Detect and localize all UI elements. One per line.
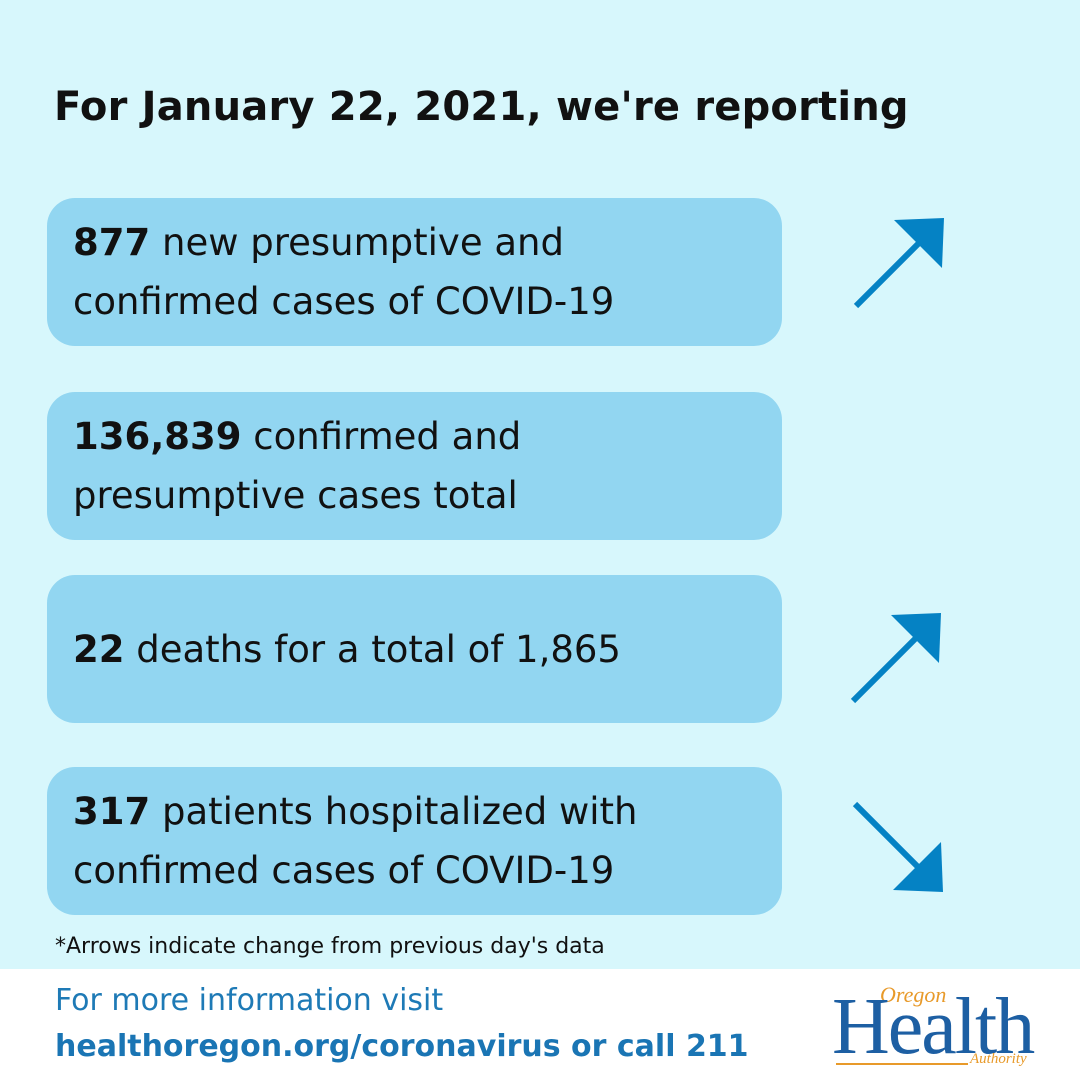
- footnote: *Arrows indicate change from previous da…: [55, 934, 605, 959]
- footer-link-text[interactable]: healthoregon.org/coronavirus or call 211: [55, 1029, 749, 1064]
- stat-text: 22 deaths for a total of 1,865: [73, 620, 621, 679]
- stat-text: 136,839 confirmed and presumptive cases …: [73, 407, 593, 525]
- stat-description: confirmed and presumptive cases total: [73, 415, 522, 517]
- footer: For more information visit healthoregon.…: [0, 969, 1080, 1080]
- stat-card-total-cases: 136,839 confirmed and presumptive cases …: [47, 392, 782, 540]
- stat-card-new-cases: 877 new presumptive and confirmed cases …: [47, 198, 782, 346]
- stat-card-deaths: 22 deaths for a total of 1,865: [47, 575, 782, 723]
- logo-oregon-text: Oregon: [880, 982, 947, 1007]
- footer-info-text: For more information visit: [55, 983, 444, 1018]
- stat-number: 136,839: [73, 415, 242, 458]
- logo-health-text: Health: [832, 983, 1035, 1071]
- oha-logo: Oregon Health Authority: [832, 979, 1047, 1077]
- stat-description: new presumptive and confirmed cases of C…: [73, 221, 615, 323]
- headline: For January 22, 2021, we're reporting: [54, 84, 909, 130]
- logo-divider: [836, 1063, 968, 1065]
- stat-description: deaths for a total of 1,865: [124, 627, 621, 671]
- stat-description: patients hospitalized with confirmed cas…: [73, 790, 638, 892]
- stat-text: 877 new presumptive and confirmed cases …: [73, 213, 683, 331]
- logo-authority-text: Authority: [970, 1051, 1027, 1067]
- stat-number: 877: [73, 221, 151, 264]
- arrow-up-right-icon: [853, 218, 944, 309]
- stat-number: 317: [73, 790, 151, 833]
- arrow-up-right-icon: [850, 613, 941, 704]
- stat-text: 317 patients hospitalized with confirmed…: [73, 782, 713, 900]
- stat-number: 22: [73, 627, 125, 671]
- arrow-down-right-icon: [852, 801, 943, 892]
- stat-card-hospitalized: 317 patients hospitalized with confirmed…: [47, 767, 782, 915]
